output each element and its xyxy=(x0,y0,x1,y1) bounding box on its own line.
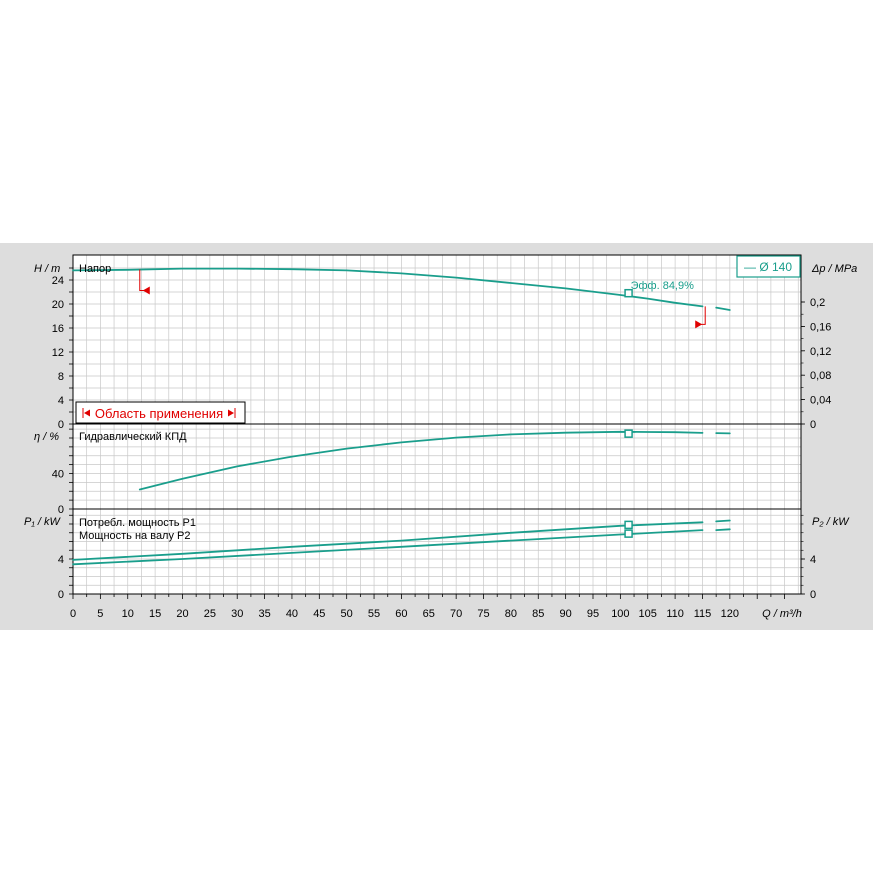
series-label-p1: Потребл. мощность P1 xyxy=(79,517,196,529)
application-range-label: Область применения xyxy=(95,406,223,421)
y-tick-label: 24 xyxy=(52,275,64,287)
application-range-legend-box xyxy=(75,401,246,424)
y-tick-label: 40 xyxy=(52,469,64,481)
plot-area-head xyxy=(73,255,801,424)
legend-box xyxy=(736,255,801,278)
x-tick-label: 120 xyxy=(721,608,739,620)
y-tick-label-right: 0,16 xyxy=(810,321,831,333)
x-tick-label: 0 xyxy=(70,608,76,620)
y-tick-label: 16 xyxy=(52,323,64,335)
operating-point-power-1 xyxy=(624,529,633,538)
series-line-power-2 xyxy=(72,529,704,566)
x-tick-label: 70 xyxy=(450,608,462,620)
series-line-efficiency-0 xyxy=(138,430,704,491)
y-tick-label: 0 xyxy=(58,589,64,601)
operating-point-power-0 xyxy=(624,520,633,530)
x-tick-label: 40 xyxy=(286,608,298,620)
y-tick-label-right: 0,08 xyxy=(810,370,831,382)
application-range-min-arrow xyxy=(142,286,150,295)
x-tick-label: 55 xyxy=(368,608,380,620)
x-tick-label: 95 xyxy=(587,608,599,620)
series-line-power-1 xyxy=(715,519,731,523)
panel-title-efficiency: Гидравлический КПД xyxy=(79,431,187,443)
x-tick-label: 10 xyxy=(122,608,134,620)
series-line-power-0 xyxy=(72,521,704,561)
x-tick-label: 20 xyxy=(176,608,188,620)
x-tick-label: 35 xyxy=(258,608,270,620)
panel-title-head: Напор xyxy=(79,263,111,275)
x-tick-label: 50 xyxy=(341,608,353,620)
y-tick-label: 8 xyxy=(58,371,64,383)
x-tick-label: 115 xyxy=(694,608,712,620)
series-line-head-0 xyxy=(72,267,704,308)
y-tick-label: 4 xyxy=(58,554,64,566)
y-tick-label: 12 xyxy=(52,347,64,359)
y-tick-label: 0 xyxy=(58,504,64,516)
x-tick-label: 105 xyxy=(639,608,657,620)
x-tick-label: 80 xyxy=(505,608,517,620)
application-range-legend-left-arrow xyxy=(84,409,90,417)
y-tick-label-right: 4 xyxy=(810,554,816,566)
application-range-max-arrow xyxy=(695,320,703,329)
y-tick-label: 20 xyxy=(52,299,64,311)
x-tick-label: 60 xyxy=(395,608,407,620)
x-axis-label: Q / m³/h xyxy=(762,608,802,620)
operating-point-label: Эфф. 84,9% xyxy=(631,280,695,292)
y-axis-label-p1: P₁ / kW xyxy=(24,516,61,528)
x-tick-label: 15 xyxy=(149,608,161,620)
y-tick-label: 0 xyxy=(58,419,64,431)
x-tick-label: 110 xyxy=(666,608,684,620)
y-axis-label-efficiency: η / % xyxy=(34,431,59,443)
y-tick-label-right: 0,12 xyxy=(810,346,831,358)
operating-point-efficiency xyxy=(624,429,633,438)
y-tick-label-right: 0 xyxy=(810,589,816,601)
y-tick-label-right: 0,04 xyxy=(810,395,831,407)
x-tick-label: 25 xyxy=(204,608,216,620)
x-tick-label: 45 xyxy=(313,608,325,620)
legend-entry: — Ø 140 xyxy=(744,260,792,274)
x-tick-label: 65 xyxy=(423,608,435,620)
x-tick-label: 75 xyxy=(477,608,489,620)
application-range-legend-right-arrow xyxy=(228,409,234,417)
x-tick-label: 100 xyxy=(611,608,629,620)
y-tick-label-right: 0,2 xyxy=(810,297,825,309)
series-line-head-1 xyxy=(715,306,731,311)
x-tick-label: 30 xyxy=(231,608,243,620)
y-axis-label-head: H / m xyxy=(34,263,60,275)
y-axis-label-p2: P₂ / kW xyxy=(812,516,850,528)
series-label-p2: Мощность на валу P2 xyxy=(79,530,191,542)
x-tick-label: 85 xyxy=(532,608,544,620)
y-tick-label: 4 xyxy=(58,395,64,407)
y-axis-label-dp: Δp / MPa xyxy=(811,263,857,275)
operating-point-head xyxy=(624,288,633,298)
series-line-power-3 xyxy=(715,528,731,531)
x-tick-label: 90 xyxy=(560,608,572,620)
x-tick-label: 5 xyxy=(97,608,103,620)
y-tick-label-right: 0 xyxy=(810,419,816,431)
